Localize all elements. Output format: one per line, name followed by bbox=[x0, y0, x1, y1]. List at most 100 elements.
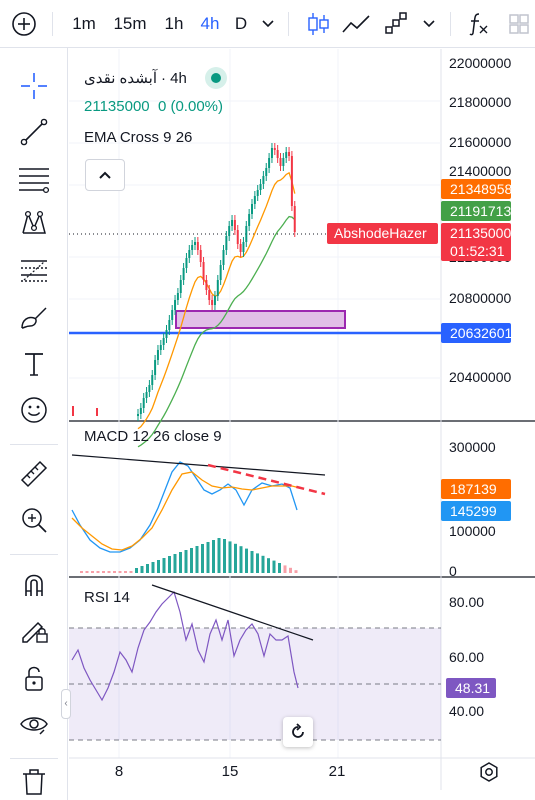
bar-countdown: 01:52:31 bbox=[450, 243, 505, 259]
macd-axis-label: 0 bbox=[449, 563, 457, 579]
layout-grid-icon bbox=[509, 14, 529, 34]
market-status-dot bbox=[204, 67, 227, 89]
candle-body bbox=[251, 204, 253, 214]
macd-histogram-bar bbox=[85, 571, 89, 573]
interval-1m[interactable]: 1m bbox=[72, 14, 96, 33]
brush-tool[interactable] bbox=[14, 298, 54, 338]
candle-body bbox=[222, 250, 225, 265]
candle-body bbox=[185, 258, 188, 268]
chart-canvas[interactable] bbox=[69, 49, 535, 800]
rsi-axis-label: 80.00 bbox=[449, 594, 485, 610]
macd-histogram-bar bbox=[294, 570, 298, 573]
candle-body bbox=[270, 148, 273, 158]
chart-area[interactable]: آبشده نقدی · 4h 21135000 0 (0.00%) EMA C… bbox=[61, 49, 535, 800]
rsi-label[interactable]: RSI 14 bbox=[84, 589, 130, 606]
candle-body bbox=[248, 214, 251, 226]
rsi-axis-label: 40.00 bbox=[449, 703, 485, 719]
fib-tool[interactable] bbox=[14, 250, 54, 290]
signal-line bbox=[71, 471, 301, 551]
collapse-legend-button[interactable] bbox=[85, 159, 125, 191]
text-icon bbox=[25, 353, 43, 376]
chevron-down-icon bbox=[262, 20, 274, 28]
candle-body bbox=[179, 280, 182, 293]
rsi-line bbox=[71, 590, 299, 702]
macd-histogram-bar bbox=[267, 558, 270, 573]
interval-4h[interactable]: 4h bbox=[200, 14, 220, 33]
text-tool[interactable] bbox=[14, 344, 54, 384]
magnet-tool[interactable] bbox=[14, 564, 54, 604]
hide-drawings-tool[interactable] bbox=[14, 704, 54, 744]
chevron-up-icon bbox=[99, 171, 111, 179]
candle-body bbox=[208, 290, 211, 300]
macd-histogram-bar bbox=[135, 568, 138, 573]
macd-histogram-bar bbox=[129, 571, 133, 573]
price-axis-label: 21800000 bbox=[449, 94, 512, 110]
macd-label[interactable]: MACD 12 26 close 9 bbox=[84, 428, 222, 445]
layout-button[interactable] bbox=[506, 10, 535, 38]
macd-histogram-bar bbox=[272, 560, 276, 573]
function-button[interactable] bbox=[464, 10, 492, 38]
macd-histogram-bar bbox=[80, 571, 83, 573]
smiley-icon bbox=[21, 397, 47, 423]
candle-body bbox=[288, 152, 291, 156]
candle-body bbox=[290, 156, 293, 206]
interval-dropdown-button[interactable] bbox=[256, 10, 280, 38]
eye-icon bbox=[20, 717, 48, 735]
candles-chart-type-button[interactable] bbox=[302, 10, 334, 38]
symbol-name: آبشده نقدی bbox=[84, 70, 158, 87]
last-price-value: 21135000 bbox=[450, 225, 512, 241]
candle-body bbox=[142, 398, 145, 408]
ema-cross-label[interactable]: EMA Cross 9 26 bbox=[84, 129, 193, 146]
indicators-button[interactable] bbox=[340, 10, 372, 38]
candle-body bbox=[245, 226, 248, 242]
chart-settings-button[interactable] bbox=[477, 760, 501, 784]
interval-1h[interactable]: 1h bbox=[164, 14, 184, 33]
brush-icon bbox=[21, 307, 47, 329]
measure-tool[interactable] bbox=[14, 454, 54, 494]
plus-circle-icon bbox=[12, 12, 36, 36]
add-symbol-button[interactable] bbox=[8, 10, 40, 38]
candle-body bbox=[156, 350, 159, 360]
reset-chart-button[interactable] bbox=[283, 717, 313, 747]
templates-dropdown-button[interactable] bbox=[418, 10, 440, 38]
trend-line-tool[interactable] bbox=[14, 112, 54, 152]
candle-body bbox=[253, 196, 256, 204]
time-axis-label: 8 bbox=[114, 763, 124, 780]
fx-icon bbox=[469, 13, 488, 36]
lock-drawings-tool[interactable] bbox=[14, 610, 54, 650]
interval-d[interactable]: D bbox=[234, 14, 248, 33]
candle-body bbox=[268, 158, 271, 168]
steps-icon bbox=[385, 12, 407, 34]
macd-histogram-bar bbox=[107, 571, 111, 573]
candle-body bbox=[259, 184, 262, 190]
pattern-tool[interactable] bbox=[14, 204, 54, 244]
symbol-legend[interactable]: آبشده نقدی · 4h bbox=[84, 67, 227, 89]
trend-line-icon bbox=[20, 118, 48, 146]
candle-body bbox=[211, 300, 214, 305]
candle-body bbox=[225, 236, 228, 250]
macd-histogram-bar bbox=[162, 558, 166, 573]
candle-body bbox=[216, 280, 219, 296]
emoji-tool[interactable] bbox=[14, 390, 54, 430]
hline-value-tag: 20632601 bbox=[441, 323, 512, 343]
rsi-trendline bbox=[151, 584, 314, 641]
macd-histogram-bar bbox=[245, 548, 248, 573]
lock-tool[interactable] bbox=[14, 658, 54, 698]
horizontal-lines-tool[interactable] bbox=[14, 158, 54, 198]
macd-histogram-bar bbox=[261, 555, 265, 573]
macd-dashed-trendline bbox=[207, 463, 326, 496]
candle-body bbox=[239, 244, 242, 252]
templates-button[interactable] bbox=[380, 10, 412, 38]
candle-body bbox=[162, 338, 165, 345]
zoom-tool[interactable] bbox=[14, 500, 54, 540]
macd-histogram-bar bbox=[239, 546, 243, 573]
interval-15m[interactable]: 15m bbox=[113, 14, 147, 33]
candlestick-icon bbox=[308, 13, 329, 35]
side-collapse-handle[interactable]: ‹ bbox=[61, 689, 71, 719]
candle-body bbox=[256, 190, 259, 196]
ema9-line bbox=[137, 171, 296, 430]
candle-body bbox=[213, 296, 216, 305]
candle-body bbox=[72, 406, 74, 416]
delete-drawings-tool[interactable] bbox=[14, 764, 54, 800]
crosshair-tool[interactable] bbox=[14, 66, 54, 106]
